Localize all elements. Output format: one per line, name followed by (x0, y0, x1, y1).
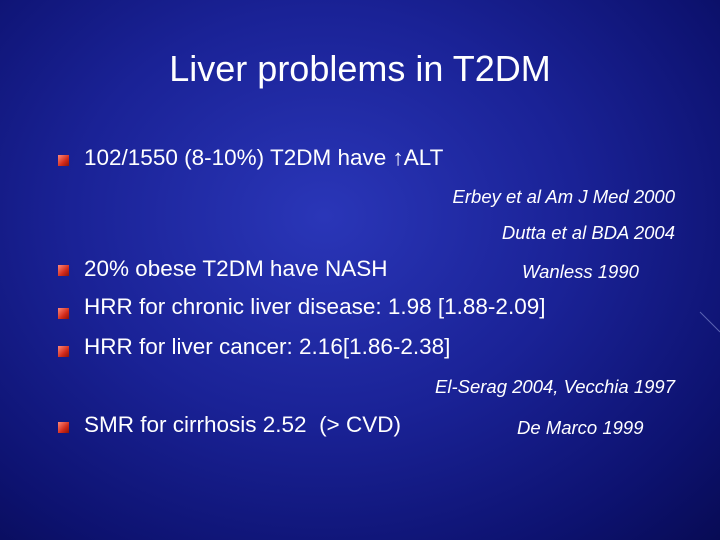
bullet-marker (58, 308, 69, 319)
bullet-text: HRR for chronic liver disease: 1.98 [1.8… (84, 294, 546, 319)
bullet-marker (58, 155, 69, 166)
citation: De Marco 1999 (517, 417, 644, 438)
slide-title: Liver problems in T2DM (169, 48, 551, 89)
bullet-text: 20% obese T2DM have NASH (84, 256, 388, 281)
reference: Erbey et al Am J Med 2000 (452, 186, 675, 207)
bullet-text: SMR for cirrhosis 2.52 (> CVD) (84, 412, 401, 437)
citation: Wanless 1990 (522, 261, 639, 282)
decor-line (699, 311, 720, 333)
reference: Dutta et al BDA 2004 (501, 222, 675, 243)
bullet-text: HRR for liver cancer: 2.16[1.86-2.38] (84, 334, 451, 359)
reference: El-Serag 2004, Vecchia 1997 (435, 376, 675, 397)
bullet-marker (58, 422, 69, 433)
bullet-marker (58, 346, 69, 357)
bullet-text: 102/1550 (8-10%) T2DM have ↑ALT (84, 145, 444, 170)
bullet-marker (58, 265, 69, 276)
